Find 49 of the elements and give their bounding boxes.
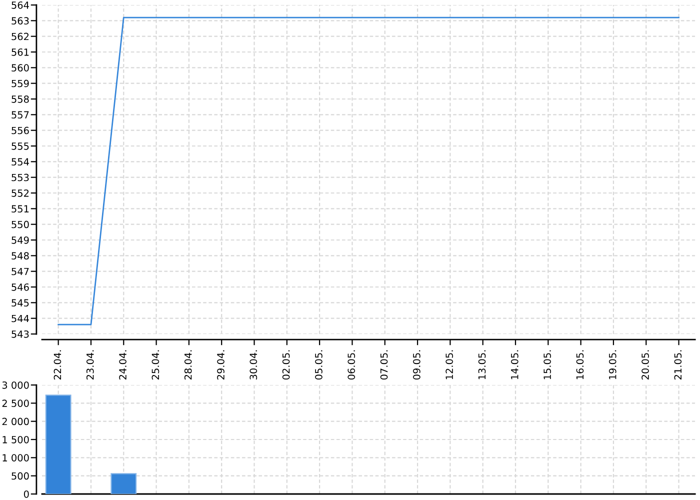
y-tick-label: 557 — [12, 111, 29, 118]
y-tick-label: 553 — [12, 174, 29, 182]
x-tick-label: 02.05. — [282, 350, 290, 380]
y-tick-label: 2 000 — [2, 418, 29, 426]
x-tick-label: 19.05. — [608, 350, 616, 380]
y-tick-label: 562 — [12, 32, 29, 40]
x-tick-label: 09.05. — [413, 350, 420, 380]
y-tick-label: 559 — [12, 80, 29, 88]
x-tick-label: 15.05. — [544, 350, 551, 380]
y-tick-label: 543 — [12, 330, 29, 338]
y-tick-label: 554 — [12, 158, 29, 166]
x-tick-label: 21.05. — [674, 350, 682, 380]
x-tick-label: 12.05. — [446, 350, 454, 380]
y-tick-label: 0 — [24, 490, 29, 498]
y-tick-label: 544 — [12, 314, 29, 322]
y-tick-label: 556 — [12, 126, 29, 134]
y-tick-label: 548 — [12, 252, 29, 260]
y-tick-label: 555 — [12, 142, 29, 150]
y-tick-label: 1 500 — [2, 436, 29, 444]
y-tick-label: 560 — [12, 64, 29, 72]
y-tick-label: 552 — [12, 189, 29, 197]
y-tick-label: 561 — [12, 48, 29, 56]
y-tick-label: 547 — [12, 268, 29, 276]
x-tick-label: 13.05. — [478, 350, 486, 380]
y-tick-label: 545 — [12, 299, 29, 306]
x-tick-label: 20.05. — [642, 350, 649, 380]
x-tick-label: 16.05. — [576, 350, 584, 380]
x-tick-label: 28.04. — [184, 350, 192, 380]
x-tick-label: 24.04. — [119, 350, 126, 380]
y-tick-label: 1 000 — [2, 454, 29, 462]
x-tick-label: 07.05. — [380, 350, 388, 380]
x-tick-label: 05.05. — [315, 350, 322, 380]
x-tick-label: 29.04. — [217, 350, 224, 380]
x-tick-label: 30.04. — [250, 350, 258, 380]
x-tick-label: 22.04. — [54, 350, 62, 380]
y-tick-label: 549 — [12, 236, 29, 244]
y-tick-label: 3 000 — [2, 381, 29, 389]
y-tick-label: 558 — [12, 95, 29, 103]
y-tick-label: 551 — [12, 205, 29, 212]
x-tick-label: 23.04. — [86, 350, 94, 380]
y-tick-label: 500 — [12, 472, 29, 480]
y-tick-label: 563 — [12, 17, 29, 24]
y-tick-label: 2 500 — [2, 400, 29, 407]
x-tick-label: 06.05. — [348, 350, 356, 380]
y-tick-label: 546 — [12, 283, 29, 291]
x-tick-label: 25.04. — [152, 350, 160, 380]
y-tick-label: 550 — [12, 220, 29, 228]
y-tick-label: 564 — [12, 1, 29, 9]
x-tick-label: 14.05. — [510, 350, 518, 380]
